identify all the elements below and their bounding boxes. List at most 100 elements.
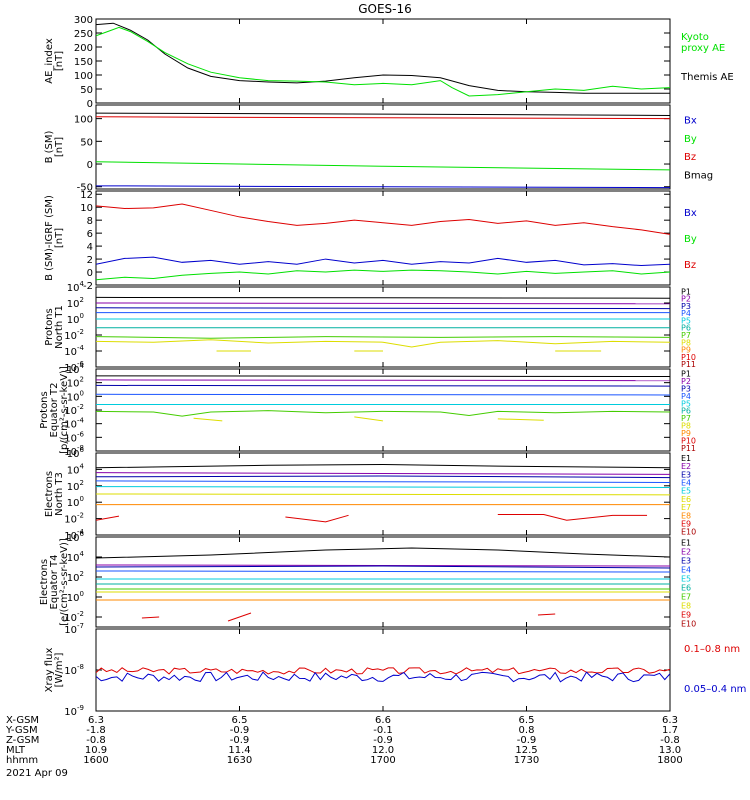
x-axis-value: -0.9 [517, 735, 537, 746]
legend-label: P10 [681, 437, 696, 446]
y-axis-label-line: [nT] [54, 51, 65, 71]
series-line [96, 302, 670, 305]
y-tick-label: 10 [80, 203, 93, 214]
series-line [96, 26, 670, 97]
legend-label: E10 [681, 619, 696, 628]
x-axis-value: -0.9 [230, 725, 250, 736]
series-line [96, 161, 670, 171]
y-tick-label: 10-2 [64, 512, 84, 526]
legend-label: P9 [681, 346, 691, 355]
y-tick-exponent: 0 [80, 389, 84, 397]
series-line [96, 384, 670, 387]
legend-label: E5 [681, 574, 691, 583]
y-tick-label: 102 [67, 296, 84, 310]
y-tick-label: 10-2 [64, 328, 84, 342]
y-tick-exponent: 0 [80, 495, 84, 503]
legend-label: Bmag [684, 170, 713, 181]
y-tick-label: 12 [80, 190, 93, 201]
x-axis-value: -0.1 [373, 725, 393, 736]
x-axis-value: 1.7 [662, 725, 678, 736]
series-fragment [285, 514, 349, 523]
y-axis-label-line: North T3 [54, 472, 65, 516]
legend-label: P1 [681, 287, 691, 296]
y-tick-label: 106 [67, 446, 85, 460]
plot-area [96, 22, 670, 97]
y-tick-exponent: -6 [77, 360, 85, 368]
legend-label: P3 [681, 302, 691, 311]
y-axis-label-line: [nT] [54, 137, 65, 157]
legend: Bx By Bz [684, 208, 697, 271]
x-axis-value: 0.8 [519, 725, 535, 736]
legend-label: P5 [681, 399, 691, 408]
series-line [96, 256, 670, 267]
panel-3: 12 10 8 6 4 2 0 -2 B (SM)-IGRF (SM) [nT] Bx By Bz [44, 190, 697, 292]
legend-label: E7 [681, 592, 691, 601]
legend-label: P6 [681, 407, 691, 416]
legend-label: Bz [684, 152, 696, 163]
x-axis-value: 6.3 [662, 715, 678, 726]
y-tick-label: 8 [87, 216, 93, 227]
y-axis-label: Protons North T1 [44, 305, 65, 349]
y-axis-label-line: Protons [44, 308, 55, 345]
legend-label: P4 [681, 309, 691, 318]
legend-label: E6 [681, 583, 691, 592]
y-tick-label: 300 [74, 15, 93, 26]
x-axis-table: X-GSM 6.3 6.5 6.6 6.5 6.3Y-GSM -1.8 -0.9 -0.1 0.8… [5, 715, 683, 779]
y-tick-exponent: 4 [80, 462, 85, 470]
legend-label: P5 [681, 316, 691, 325]
panel-1: 300 250 200 150 100 50 0 AE_index [nT] Kyotoproxy… [44, 15, 734, 110]
x-axis-value: 1700 [370, 755, 395, 766]
y-tick-exponent: 0 [80, 312, 84, 320]
y-tick-label: 0 [87, 268, 93, 279]
y-tick-exponent: 6 [80, 446, 85, 454]
legend-label: P2 [681, 377, 691, 386]
x-axis-row-label: hhmm [6, 755, 38, 766]
series-fragment [354, 416, 384, 422]
series-fragment [141, 616, 160, 619]
y-tick-label: 104 [67, 462, 85, 476]
y-tick-label: 100 [74, 71, 93, 82]
legend-label: E2 [681, 547, 691, 556]
y-axis-label-line: B (SM)-IGRF (SM) [44, 195, 55, 281]
series-line [96, 203, 670, 235]
panel-frame [95, 368, 671, 452]
y-tick-exponent: -6 [77, 430, 85, 438]
legend-label: E7 [681, 503, 691, 512]
x-axis-value: 12.0 [372, 745, 394, 756]
plot-area [96, 203, 670, 281]
y-tick-exponent: 2 [80, 376, 84, 384]
y-tick-label: 50 [80, 137, 93, 148]
legend-label: P8 [681, 338, 691, 347]
x-axis-value: -1.8 [86, 725, 106, 736]
y-tick-exponent: -9 [77, 704, 84, 712]
legend-label: E1 [681, 454, 691, 463]
legend-label: P3 [681, 384, 691, 393]
legend-label: E8 [681, 601, 691, 610]
y-tick-exponent: -4 [77, 528, 85, 536]
series-fragment [497, 418, 544, 421]
series-line [96, 564, 670, 567]
series-line [96, 379, 670, 382]
y-axis-label-line: AE_index [44, 38, 55, 84]
y-tick-label: 6 [87, 229, 93, 240]
series-fragment [193, 417, 223, 422]
legend-label: Bz [684, 260, 696, 271]
y-tick-label: 100 [74, 115, 93, 126]
legend-label: E9 [681, 520, 691, 529]
y-axis-label-line: [W/m²] [54, 652, 65, 687]
y-axis-label-line: Electrons [44, 471, 55, 517]
legend-label: E3 [681, 470, 691, 479]
legend-label: P10 [681, 353, 696, 362]
series-line [96, 486, 670, 488]
legend-label: E10 [681, 528, 696, 537]
legend-label: proxy AE [681, 43, 725, 54]
y-axis-label-line: Equator T2 [49, 383, 60, 438]
panel-8: 10-7 10-8 10-9 Xray flux [W/m²] 0.1–0.8 nm 0.0… [44, 622, 746, 718]
y-tick-exponent: -8 [77, 444, 84, 452]
series-line [96, 472, 670, 475]
series-fragment [537, 613, 556, 616]
y-tick-exponent: -2 [77, 403, 84, 411]
